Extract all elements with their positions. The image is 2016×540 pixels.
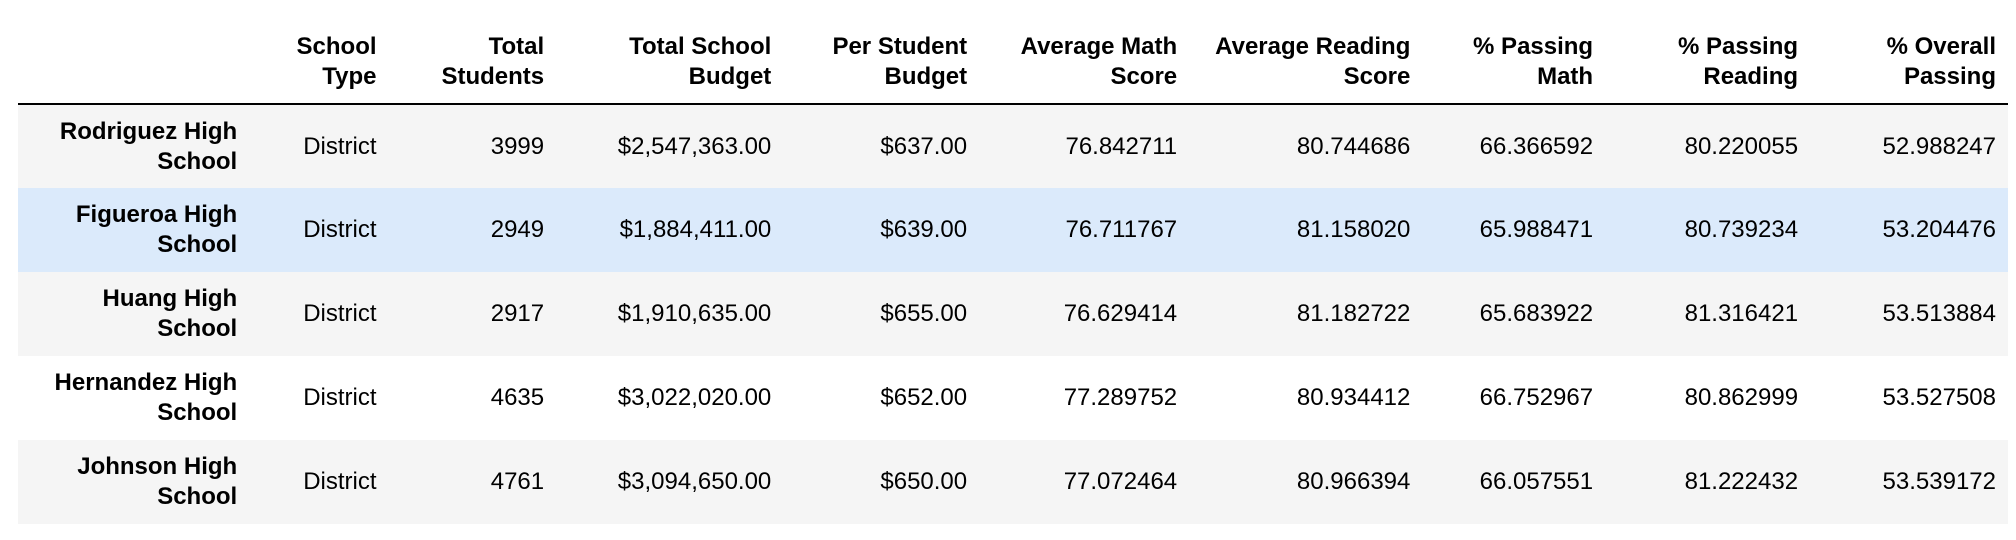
cell-total-students: 4635 <box>490 384 545 411</box>
cell-total-students: 2917 <box>490 300 545 327</box>
cell-total-school-budget: $1,910,635.00 <box>617 300 772 327</box>
cell-passing-reading: 81.222432 <box>1684 468 1799 495</box>
cell-average-reading-score: 80.934412 <box>1296 384 1411 411</box>
cell-average-math-score: 76.629414 <box>1063 300 1178 327</box>
cell-per-student-budget: $652.00 <box>880 384 968 411</box>
column-header-per-student-budget: Per Student Budget <box>783 0 980 105</box>
column-header-average-reading-score: Average Reading Score <box>1189 0 1423 105</box>
cell-overall-passing: 52.988247 <box>1882 132 1996 160</box>
row-index-school-name: Figueroa High School <box>75 201 238 258</box>
cell-average-reading-score: 81.182722 <box>1296 300 1411 327</box>
column-header-total-school-budget: Total School Budget <box>556 0 784 105</box>
cell-per-student-budget: $655.00 <box>880 300 968 327</box>
cell-passing-math: 66.057551 <box>1479 468 1594 495</box>
column-header-average-math-score: Average Math Score <box>979 0 1190 105</box>
column-header-passing-reading: % Passing Reading <box>1605 0 1811 105</box>
cell-per-student-budget: $637.00 <box>880 132 968 160</box>
cell-per-student-budget: $650.00 <box>880 468 968 495</box>
schools-summary-table-container: School Type Total Students Total School … <box>18 0 2008 524</box>
cell-school-type: District <box>303 468 377 495</box>
cell-average-math-score: 77.072464 <box>1063 468 1178 495</box>
cell-overall-passing: 53.527508 <box>1882 384 1996 411</box>
column-header-total-students: Total Students <box>388 0 557 105</box>
cell-overall-passing: 53.204476 <box>1882 216 1996 243</box>
cell-passing-math: 66.752967 <box>1479 384 1594 411</box>
cell-total-school-budget: $3,094,650.00 <box>617 468 772 495</box>
table-row: Rodriguez High School District 3999 $2,5… <box>18 104 2008 188</box>
cell-total-school-budget: $3,022,020.00 <box>617 384 772 411</box>
cell-total-school-budget: $1,884,411.00 <box>619 216 772 243</box>
column-header-overall-passing: % Overall Passing <box>1810 0 2008 105</box>
cell-school-type: District <box>303 384 377 411</box>
table-header: School Type Total Students Total School … <box>18 0 2008 105</box>
row-index-school-name: Rodriguez High School <box>59 117 238 175</box>
cell-average-reading-score: 80.744686 <box>1296 132 1411 160</box>
table-row: Hernandez High School District 4635 $3,0… <box>18 356 2008 440</box>
cell-average-reading-score: 80.966394 <box>1296 468 1411 495</box>
schools-summary-table: School Type Total Students Total School … <box>18 0 2008 524</box>
row-index-school-name: Hernandez High School <box>54 369 238 426</box>
table-body: Rodriguez High School District 3999 $2,5… <box>18 104 2008 524</box>
cell-school-type: District <box>303 300 377 327</box>
column-header-school-type: School Type <box>249 0 389 105</box>
cell-total-students: 4761 <box>490 468 545 495</box>
index-header <box>18 0 250 105</box>
cell-average-math-score: 77.289752 <box>1063 384 1178 411</box>
cell-total-students: 3999 <box>490 132 545 160</box>
cell-overall-passing: 53.539172 <box>1882 468 1996 495</box>
column-header-passing-math: % Passing Math <box>1422 0 1606 105</box>
row-index-school-name: Johnson High School <box>77 453 238 510</box>
cell-average-reading-score: 81.158020 <box>1296 216 1411 243</box>
cell-passing-math: 66.366592 <box>1479 132 1594 160</box>
cell-passing-math: 65.683922 <box>1479 300 1594 327</box>
cell-average-math-score: 76.711767 <box>1065 216 1178 243</box>
table-row: Huang High School District 2917 $1,910,6… <box>18 272 2008 356</box>
cell-average-math-score: 76.842711 <box>1065 132 1178 160</box>
row-index-school-name: Huang High School <box>102 285 238 342</box>
cell-overall-passing: 53.513884 <box>1882 300 1996 327</box>
header-row: School Type Total Students Total School … <box>18 0 2008 105</box>
cell-passing-reading: 81.316421 <box>1684 300 1799 327</box>
cell-school-type: District <box>303 132 377 160</box>
cell-passing-reading: 80.220055 <box>1684 132 1799 160</box>
table-row: Johnson High School District 4761 $3,094… <box>18 440 2008 524</box>
cell-total-school-budget: $2,547,363.00 <box>617 132 772 160</box>
cell-passing-reading: 80.739234 <box>1684 216 1799 243</box>
cell-passing-reading: 80.862999 <box>1684 384 1799 411</box>
cell-school-type: District <box>303 216 377 243</box>
cell-per-student-budget: $639.00 <box>880 216 968 243</box>
table-row: Figueroa High School District 2949 $1,88… <box>18 188 2008 272</box>
cell-total-students: 2949 <box>490 216 545 243</box>
cell-passing-math: 65.988471 <box>1479 216 1594 243</box>
